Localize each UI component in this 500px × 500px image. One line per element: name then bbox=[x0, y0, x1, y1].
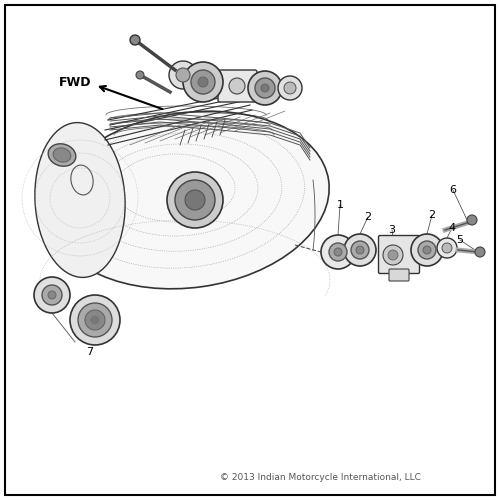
Circle shape bbox=[475, 247, 485, 257]
Circle shape bbox=[248, 71, 282, 105]
Circle shape bbox=[176, 68, 190, 82]
Text: 4: 4 bbox=[448, 223, 456, 233]
Circle shape bbox=[183, 62, 223, 102]
Text: 7: 7 bbox=[86, 347, 94, 357]
Circle shape bbox=[284, 82, 296, 94]
Circle shape bbox=[321, 235, 355, 269]
Ellipse shape bbox=[35, 122, 125, 278]
Circle shape bbox=[388, 250, 398, 260]
Circle shape bbox=[255, 78, 275, 98]
FancyBboxPatch shape bbox=[389, 269, 409, 281]
Circle shape bbox=[229, 78, 245, 94]
Circle shape bbox=[48, 291, 56, 299]
Ellipse shape bbox=[53, 148, 71, 162]
Text: © 2013 Indian Motorcycle International, LLC: © 2013 Indian Motorcycle International, … bbox=[220, 474, 420, 482]
Circle shape bbox=[334, 248, 342, 256]
Circle shape bbox=[136, 71, 144, 79]
Circle shape bbox=[329, 243, 347, 261]
Circle shape bbox=[34, 277, 70, 313]
Circle shape bbox=[437, 238, 457, 258]
Text: 6: 6 bbox=[450, 185, 456, 195]
Circle shape bbox=[91, 316, 99, 324]
Circle shape bbox=[467, 215, 477, 225]
Circle shape bbox=[418, 241, 436, 259]
Circle shape bbox=[278, 76, 302, 100]
Circle shape bbox=[442, 243, 452, 253]
Text: 1: 1 bbox=[336, 200, 344, 210]
Circle shape bbox=[411, 234, 443, 266]
Circle shape bbox=[78, 303, 112, 337]
Circle shape bbox=[198, 77, 208, 87]
Circle shape bbox=[169, 61, 197, 89]
FancyBboxPatch shape bbox=[378, 236, 420, 274]
Ellipse shape bbox=[51, 111, 329, 289]
FancyBboxPatch shape bbox=[218, 70, 257, 102]
Circle shape bbox=[175, 180, 215, 220]
Text: 2: 2 bbox=[428, 210, 436, 220]
Text: 2: 2 bbox=[364, 212, 372, 222]
Circle shape bbox=[185, 190, 205, 210]
Circle shape bbox=[130, 35, 140, 45]
Circle shape bbox=[423, 246, 431, 254]
Circle shape bbox=[383, 245, 403, 265]
Circle shape bbox=[42, 285, 62, 305]
Text: 5: 5 bbox=[456, 235, 464, 245]
Circle shape bbox=[167, 172, 223, 228]
Circle shape bbox=[351, 241, 369, 259]
Circle shape bbox=[261, 84, 269, 92]
Circle shape bbox=[356, 246, 364, 254]
Circle shape bbox=[344, 234, 376, 266]
Ellipse shape bbox=[48, 144, 76, 166]
Circle shape bbox=[85, 310, 105, 330]
Text: 3: 3 bbox=[388, 225, 396, 235]
Text: FWD: FWD bbox=[59, 76, 91, 88]
Circle shape bbox=[70, 295, 120, 345]
Circle shape bbox=[191, 70, 215, 94]
